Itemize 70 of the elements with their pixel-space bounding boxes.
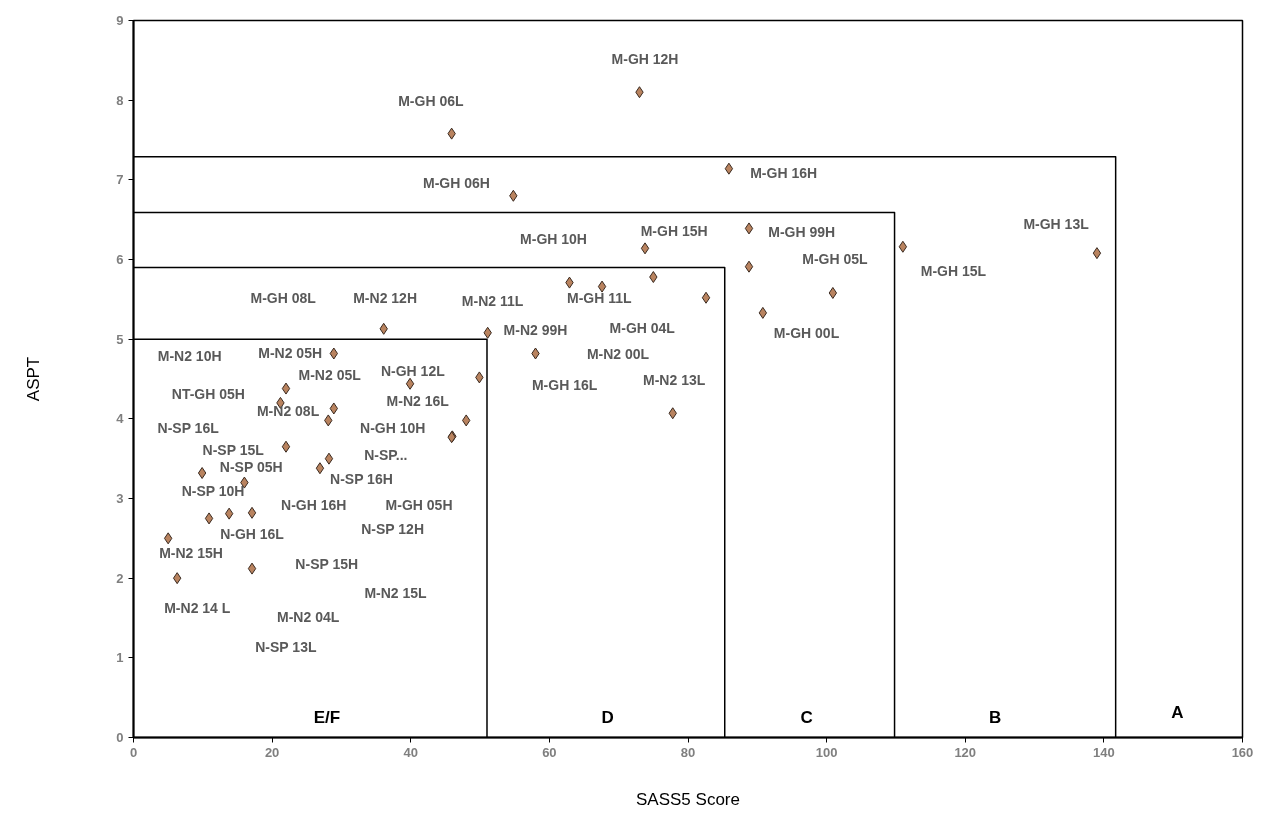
x-tick-label: 0 [129,744,138,760]
annotation: M-GH 16H [750,164,818,181]
y-tick-label: 6 [116,252,124,267]
x-tick-label: 160 [1231,744,1254,760]
x-tick-label: 120 [954,744,977,760]
x-tick-label: 40 [403,744,418,760]
annotation: M-GH 05L [802,250,869,267]
annotation: M-GH 15L [920,262,987,279]
y-tick-label: 7 [116,172,124,188]
y-tick-label: 9 [116,13,124,28]
annotation: N-SP 05H [219,458,283,475]
annotation: N-GH 12L [380,363,446,380]
annotation: M-N2 14 L [164,600,231,617]
annotation: M-N2 99H [503,322,568,339]
annotation: M-N2 15H [159,544,223,561]
annotation: M-N2 12H [353,289,417,306]
x-tick-label: 80 [680,744,696,760]
annotation: N-SP... [364,446,408,463]
annotation: M-N2 13L [643,371,706,388]
annotation: M-N2 05L [298,367,362,384]
annotation: M-GH 15H [640,222,708,239]
y-tick-label: 4 [116,411,125,427]
x-tick-label: 20 [264,744,280,760]
annotation: M-GH 06H [423,175,490,192]
annotation: M-GH 11L [567,289,633,306]
y-tick-label: 1 [116,650,124,666]
annotation: N-SP 10H [181,483,245,500]
annotation: M-GH 08L [250,289,317,306]
annotation: N-SP 12H [361,520,424,537]
annotation: M-N2 05H [258,344,323,361]
annotation: N-SP 15H [295,555,359,572]
annotation: M-N2 16L [386,393,450,410]
annotation: D [601,708,614,728]
x-tick-label: 140 [1093,744,1115,760]
annotation: M-GH 12H [611,50,679,67]
y-tick-label: 5 [116,331,124,347]
annotation: B [988,708,1002,728]
x-tick-label: 100 [815,744,838,760]
annotation: M-N2 08L [256,402,320,419]
annotation: M-N2 10H [157,347,222,364]
annotation: M-GH 13L [1023,215,1090,232]
annotation: M-GH 06L [398,92,464,109]
annotation: N-SP 16H [330,470,393,487]
annotation: M-N2 15L [364,584,428,601]
annotation: M-N2 11L [461,292,524,309]
annotation: M-GH 99H [768,223,836,240]
annotation: M-GH 04L [609,320,676,337]
y-tick-label: 8 [116,92,124,108]
annotation: M-GH 16L [531,376,598,393]
x-axis-title: SASS5 Score [636,789,740,809]
x-tick-label: 60 [542,744,557,760]
annotation: M-N2 00L [586,345,650,362]
y-tick-label: 3 [116,491,124,506]
annotation: M-GH 00L [773,324,840,341]
y-axis-title: ASPT [24,356,44,402]
annotation: N-GH 16H [281,496,347,513]
annotation: M-N2 04L [277,609,340,626]
annotation: E/F [313,708,341,728]
annotation: M-GH 05H [385,496,453,513]
annotation: N-SP 16L [157,420,220,437]
annotation: NT-GH 05H [171,386,245,403]
annotation: M-GH 10H [520,230,587,247]
annotation: C [800,708,813,728]
annotation: N-SP 13L [255,639,317,656]
y-tick-label: 0 [116,730,124,745]
annotation: N-SP 15L [202,441,265,458]
annotation: N-GH 10H [360,420,426,437]
y-tick-label: 2 [116,570,124,586]
annotation: N-GH 16L [220,525,285,542]
annotation: A [1171,703,1184,723]
